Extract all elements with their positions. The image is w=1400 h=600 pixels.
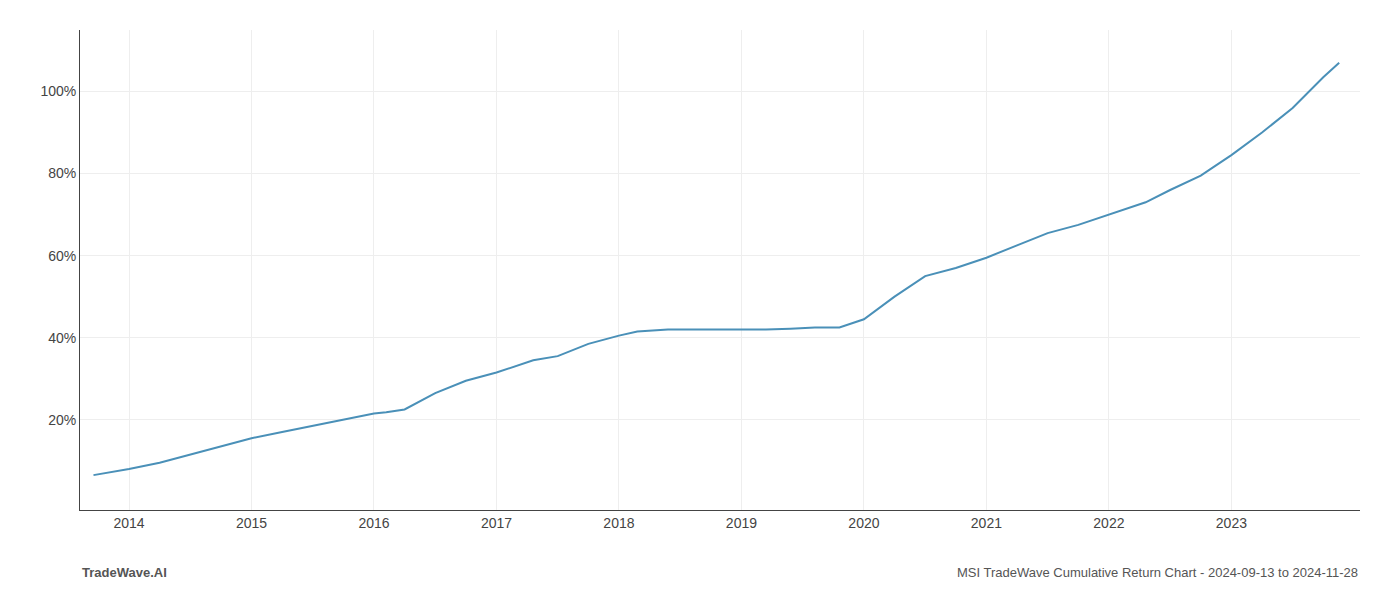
- svg-text:40%: 40%: [48, 330, 76, 346]
- svg-text:60%: 60%: [48, 248, 76, 264]
- svg-text:TradeWave.AI: TradeWave.AI: [82, 565, 167, 580]
- svg-text:100%: 100%: [40, 83, 76, 99]
- svg-text:2015: 2015: [236, 515, 267, 531]
- svg-text:2016: 2016: [358, 515, 389, 531]
- svg-text:2022: 2022: [1093, 515, 1124, 531]
- svg-text:2014: 2014: [113, 515, 144, 531]
- svg-text:20%: 20%: [48, 412, 76, 428]
- svg-text:2020: 2020: [848, 515, 879, 531]
- svg-text:2018: 2018: [603, 515, 634, 531]
- svg-text:2021: 2021: [971, 515, 1002, 531]
- svg-text:2023: 2023: [1216, 515, 1247, 531]
- svg-text:2017: 2017: [481, 515, 512, 531]
- svg-text:2019: 2019: [726, 515, 757, 531]
- svg-text:80%: 80%: [48, 165, 76, 181]
- svg-text:MSI TradeWave Cumulative Retur: MSI TradeWave Cumulative Return Chart - …: [957, 565, 1358, 580]
